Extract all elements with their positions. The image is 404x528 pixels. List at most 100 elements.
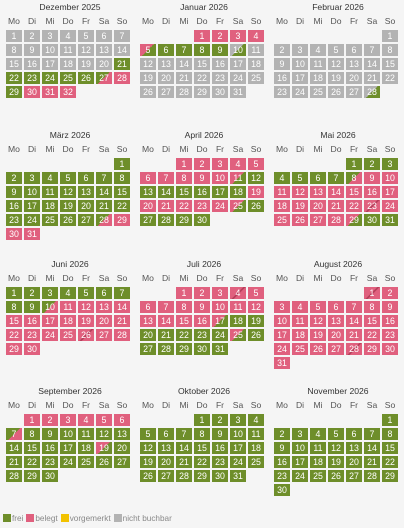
day-cell[interactable]: 24: [42, 329, 58, 341]
day-cell[interactable]: 8: [114, 172, 130, 184]
day-cell[interactable]: 10: [382, 172, 398, 184]
day-cell[interactable]: 7: [158, 301, 174, 313]
day-cell[interactable]: 29: [114, 214, 130, 226]
day-cell[interactable]: 9: [194, 301, 210, 313]
day-cell[interactable]: 11: [230, 172, 246, 184]
day-cell[interactable]: 22: [6, 329, 22, 341]
day-cell[interactable]: 22: [24, 456, 40, 468]
day-cell[interactable]: 16: [24, 315, 40, 327]
day-cell[interactable]: 21: [158, 329, 174, 341]
day-cell[interactable]: 4: [248, 30, 264, 42]
day-cell[interactable]: 16: [194, 186, 210, 198]
day-cell[interactable]: 5: [140, 44, 156, 56]
day-cell[interactable]: 26: [248, 200, 264, 212]
day-cell[interactable]: 14: [364, 442, 380, 454]
day-cell[interactable]: 17: [212, 186, 228, 198]
day-cell[interactable]: 18: [292, 329, 308, 341]
day-cell[interactable]: 19: [310, 329, 326, 341]
day-cell[interactable]: 4: [78, 414, 94, 426]
day-cell[interactable]: 30: [42, 470, 58, 482]
day-cell[interactable]: 24: [60, 456, 76, 468]
day-cell[interactable]: 21: [158, 200, 174, 212]
day-cell[interactable]: 6: [140, 301, 156, 313]
day-cell[interactable]: 31: [382, 214, 398, 226]
day-cell[interactable]: 1: [346, 158, 362, 170]
day-cell[interactable]: 12: [292, 186, 308, 198]
day-cell[interactable]: 28: [364, 86, 380, 98]
day-cell[interactable]: 4: [42, 172, 58, 184]
day-cell[interactable]: 23: [24, 72, 40, 84]
day-cell[interactable]: 30: [212, 470, 228, 482]
day-cell[interactable]: 24: [212, 200, 228, 212]
day-cell[interactable]: 12: [78, 301, 94, 313]
day-cell[interactable]: 10: [42, 301, 58, 313]
day-cell[interactable]: 23: [212, 456, 228, 468]
day-cell[interactable]: 31: [42, 86, 58, 98]
day-cell[interactable]: 26: [328, 470, 344, 482]
day-cell[interactable]: 6: [158, 428, 174, 440]
day-cell[interactable]: 28: [158, 343, 174, 355]
day-cell[interactable]: 24: [274, 343, 290, 355]
day-cell[interactable]: 7: [346, 301, 362, 313]
day-cell[interactable]: 12: [328, 442, 344, 454]
day-cell[interactable]: 25: [78, 456, 94, 468]
day-cell[interactable]: 23: [274, 470, 290, 482]
day-cell[interactable]: 27: [140, 214, 156, 226]
day-cell[interactable]: 18: [230, 315, 246, 327]
day-cell[interactable]: 9: [364, 172, 380, 184]
day-cell[interactable]: 17: [274, 329, 290, 341]
day-cell[interactable]: 19: [248, 186, 264, 198]
day-cell[interactable]: 13: [346, 442, 362, 454]
day-cell[interactable]: 7: [328, 172, 344, 184]
day-cell[interactable]: 23: [42, 456, 58, 468]
day-cell[interactable]: 20: [140, 200, 156, 212]
day-cell[interactable]: 3: [292, 428, 308, 440]
day-cell[interactable]: 26: [248, 329, 264, 341]
day-cell[interactable]: 2: [6, 172, 22, 184]
day-cell[interactable]: 25: [248, 456, 264, 468]
day-cell[interactable]: 18: [60, 315, 76, 327]
day-cell[interactable]: 31: [24, 228, 40, 240]
day-cell[interactable]: 5: [96, 414, 112, 426]
day-cell[interactable]: 19: [96, 442, 112, 454]
day-cell[interactable]: 31: [230, 470, 246, 482]
day-cell[interactable]: 10: [212, 301, 228, 313]
day-cell[interactable]: 18: [310, 456, 326, 468]
day-cell[interactable]: 21: [114, 58, 130, 70]
day-cell[interactable]: 1: [382, 414, 398, 426]
day-cell[interactable]: 28: [346, 343, 362, 355]
day-cell[interactable]: 23: [194, 200, 210, 212]
day-cell[interactable]: 13: [114, 428, 130, 440]
day-cell[interactable]: 31: [274, 357, 290, 369]
day-cell[interactable]: 28: [96, 214, 112, 226]
day-cell[interactable]: 27: [140, 343, 156, 355]
day-cell[interactable]: 13: [328, 315, 344, 327]
day-cell[interactable]: 19: [292, 200, 308, 212]
day-cell[interactable]: 20: [114, 442, 130, 454]
day-cell[interactable]: 4: [310, 428, 326, 440]
day-cell[interactable]: 14: [114, 301, 130, 313]
day-cell[interactable]: 21: [346, 329, 362, 341]
day-cell[interactable]: 3: [212, 287, 228, 299]
day-cell[interactable]: 12: [96, 428, 112, 440]
day-cell[interactable]: 4: [230, 287, 246, 299]
day-cell[interactable]: 3: [212, 158, 228, 170]
day-cell[interactable]: 12: [140, 442, 156, 454]
day-cell[interactable]: 20: [346, 456, 362, 468]
day-cell[interactable]: 24: [42, 72, 58, 84]
day-cell[interactable]: 2: [194, 287, 210, 299]
day-cell[interactable]: 14: [6, 442, 22, 454]
day-cell[interactable]: 24: [382, 200, 398, 212]
day-cell[interactable]: 27: [310, 214, 326, 226]
day-cell[interactable]: 26: [140, 470, 156, 482]
day-cell[interactable]: 16: [364, 186, 380, 198]
day-cell[interactable]: 19: [60, 200, 76, 212]
day-cell[interactable]: 20: [158, 456, 174, 468]
day-cell[interactable]: 16: [274, 456, 290, 468]
day-cell[interactable]: 21: [96, 200, 112, 212]
day-cell[interactable]: 25: [230, 200, 246, 212]
day-cell[interactable]: 30: [194, 214, 210, 226]
day-cell[interactable]: 26: [78, 72, 94, 84]
day-cell[interactable]: 29: [346, 214, 362, 226]
day-cell[interactable]: 30: [6, 228, 22, 240]
